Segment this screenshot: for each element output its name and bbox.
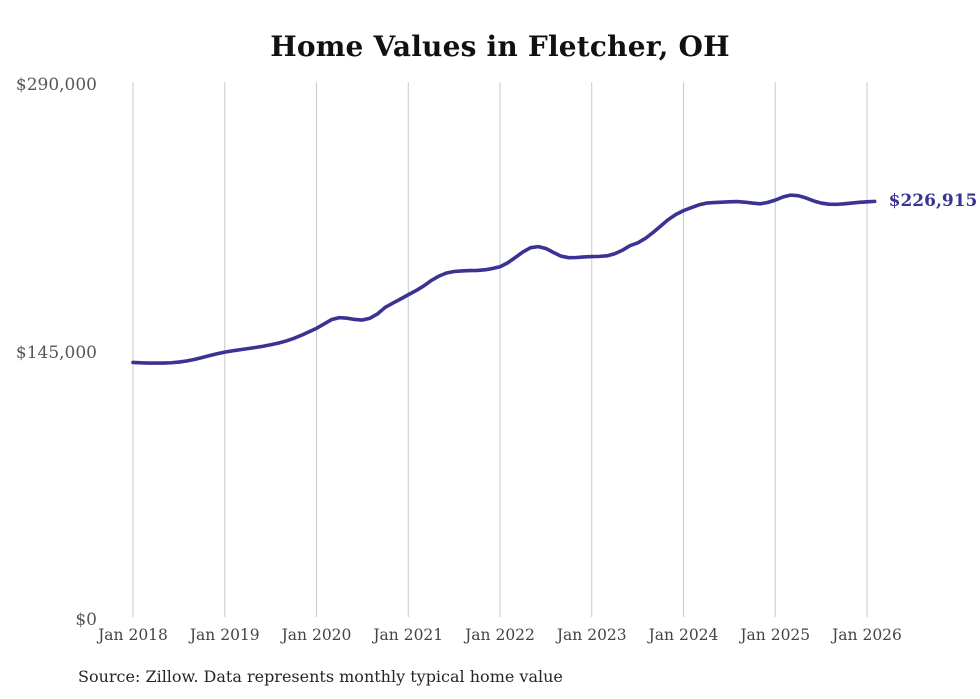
- x-axis-label-jan-2024: Jan 2024: [648, 626, 719, 644]
- chart-title: Home Values in Fletcher, OH: [270, 30, 730, 63]
- trend-line: [131, 193, 877, 365]
- x-axis-label-jan-2018: Jan 2018: [98, 626, 168, 644]
- x-axis-label-jan-2022: Jan 2022: [465, 626, 535, 644]
- y-axis-label-0: $0: [75, 610, 97, 630]
- x-axis-label-jan-2026: Jan 2026: [832, 626, 902, 644]
- gridlines: [132, 82, 868, 617]
- y-axis-label-290000: $290,000: [15, 75, 97, 95]
- x-axis-label-jan-2020: Jan 2020: [281, 626, 352, 644]
- y-axis-label-145000: $145,000: [15, 342, 97, 363]
- latest-value-label: $226,915: [888, 191, 978, 212]
- source-note: Source: Zillow. Data represents monthly …: [78, 667, 563, 686]
- x-axis-label-jan-2019: Jan 2019: [189, 626, 260, 644]
- x-axis-label-jan-2023: Jan 2023: [556, 626, 627, 644]
- x-axis-label-jan-2021: Jan 2021: [373, 626, 444, 644]
- x-axis-label-jan-2025: Jan 2025: [740, 626, 811, 644]
